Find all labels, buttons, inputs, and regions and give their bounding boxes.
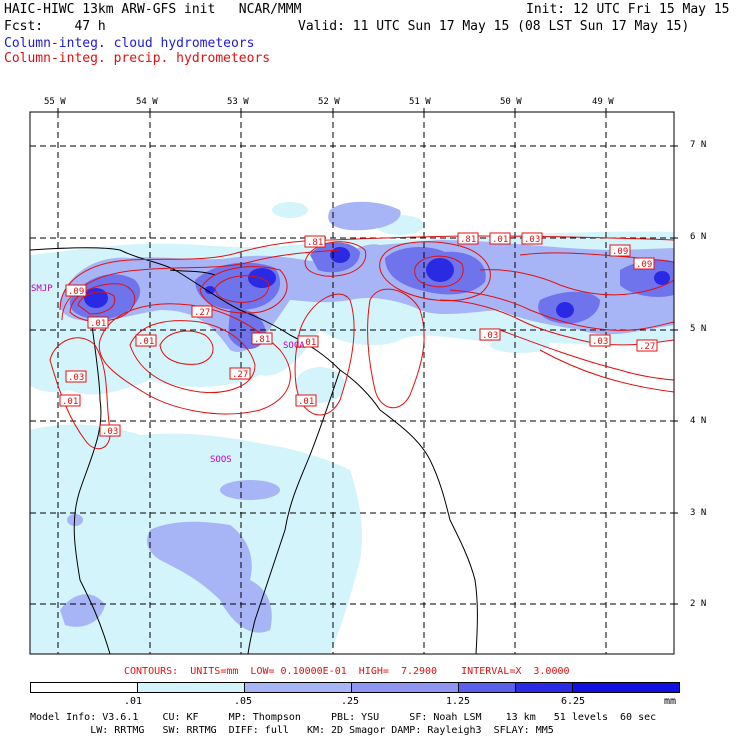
- colorbar-segment: [137, 682, 245, 693]
- contour-label-text: .09: [68, 287, 84, 297]
- axis-ticks: [57, 108, 678, 605]
- contour-label: .27: [636, 339, 658, 352]
- contour-label-text: .03: [68, 373, 84, 383]
- lon-label-51w: 51 W: [409, 97, 431, 107]
- contour-label: .03: [589, 334, 611, 347]
- contour-labels: .09 .01 .03 .01 .03 .27 .81 .01 .01 .81 …: [59, 232, 658, 437]
- contour-label: .03: [65, 370, 87, 383]
- colorbar-segment: [515, 682, 573, 693]
- contour-label: .09: [609, 244, 631, 257]
- map-frame: [29, 111, 675, 655]
- contour-label: .01: [87, 316, 109, 329]
- contour-label: .01: [297, 335, 319, 348]
- lon-label-55w: 55 W: [44, 97, 66, 107]
- contour-label-text: .09: [612, 247, 628, 257]
- contour-label-text: .81: [460, 235, 476, 245]
- colorbar-segment: [572, 682, 680, 693]
- init-time: Init: 12 UTC Fri 15 May 15: [526, 2, 730, 17]
- lon-label-54w: 54 W: [136, 97, 158, 107]
- colorbar-tick: .05: [234, 696, 253, 707]
- contour-label-text: .01: [300, 338, 316, 348]
- lon-label-52w: 52 W: [318, 97, 340, 107]
- model-info-line1: Model Info: V3.6.1 CU: KF MP: Thompson P…: [30, 712, 657, 723]
- lat-label-7n: 7 N: [690, 140, 707, 150]
- lat-label-5n: 5 N: [690, 324, 707, 334]
- colorbar-segment: [351, 682, 459, 693]
- lat-label-6n: 6 N: [690, 232, 707, 242]
- contour-label-text: .27: [232, 370, 248, 380]
- lat-label-3n: 3 N: [690, 508, 707, 518]
- precip-field-legend: Column-integ. precip. hydrometeors: [4, 51, 271, 66]
- contour-label-text: .27: [639, 342, 655, 352]
- grid-lines: [30, 112, 674, 654]
- lon-label-53w: 53 W: [227, 97, 249, 107]
- station-soos: SOOS: [210, 455, 232, 465]
- cloud-field-core: [84, 247, 670, 318]
- lat-label-2n: 2 N: [690, 599, 707, 609]
- contour-label: .01: [489, 232, 511, 245]
- lat-label-4n: 4 N: [690, 416, 707, 426]
- contour-label: .09: [65, 284, 87, 297]
- contour-label: .03: [521, 232, 543, 245]
- contour-label: .01: [135, 334, 157, 347]
- valid-time: Valid: 11 UTC Sun 17 May 15 (08 LST Sun …: [298, 19, 690, 34]
- contour-label-text: .03: [592, 337, 608, 347]
- colorbar-tick: .01: [124, 696, 143, 707]
- forecast-hour: Fcst: 47 h: [4, 19, 106, 34]
- station-smjp: SMJP: [31, 284, 53, 294]
- lon-label-50w: 50 W: [500, 97, 522, 107]
- contour-label: .81: [251, 332, 273, 345]
- cloud-field-legend: Column-integ. cloud hydrometeors: [4, 36, 255, 51]
- lon-label-49w: 49 W: [592, 97, 614, 107]
- contour-label-text: .27: [194, 308, 210, 318]
- colorbar-tick: 1.25: [446, 696, 471, 707]
- contour-label-text: .09: [636, 260, 652, 270]
- colorbar-tick: .25: [341, 696, 360, 707]
- contour-label-text: .81: [307, 238, 323, 248]
- colorbar-segment: [458, 682, 516, 693]
- contour-label: .01: [295, 394, 317, 407]
- colorbar-segment: [244, 682, 352, 693]
- contour-label-text: .01: [298, 397, 314, 407]
- contour-label-text: .03: [482, 331, 498, 341]
- colorbar-unit: mm: [664, 696, 677, 707]
- model-info-line2: LW: RRTMG SW: RRTMG DIFF: full KM: 2D Sm…: [30, 725, 554, 736]
- contour-label: .01: [59, 394, 81, 407]
- contour-label-text: .01: [90, 319, 106, 329]
- contour-label: .81: [304, 235, 326, 248]
- coastline: [30, 247, 478, 654]
- contour-label: .27: [229, 367, 251, 380]
- contour-label: .03: [99, 424, 121, 437]
- station-soca: SOCA: [283, 341, 305, 351]
- contour-label-text: .03: [524, 235, 540, 245]
- contour-label: .27: [191, 305, 213, 318]
- contour-label-text: .01: [138, 337, 154, 347]
- colorbar-segment: [30, 682, 138, 693]
- contour-label-text: .01: [62, 397, 78, 407]
- contour-label: .81: [457, 232, 479, 245]
- contour-label: .03: [479, 328, 501, 341]
- contour-label-text: .03: [102, 427, 118, 437]
- contour-label-text: .01: [492, 235, 508, 245]
- contour-label-text: .81: [254, 335, 270, 345]
- contour-label: .09: [633, 257, 655, 270]
- contour-info: CONTOURS: UNITS=mm LOW= 0.10000E-01 HIGH…: [124, 666, 570, 677]
- colorbar-tick: 6.25: [561, 696, 586, 707]
- title-line: HAIC-HIWC 13km ARW-GFS init NCAR/MMM: [4, 2, 302, 17]
